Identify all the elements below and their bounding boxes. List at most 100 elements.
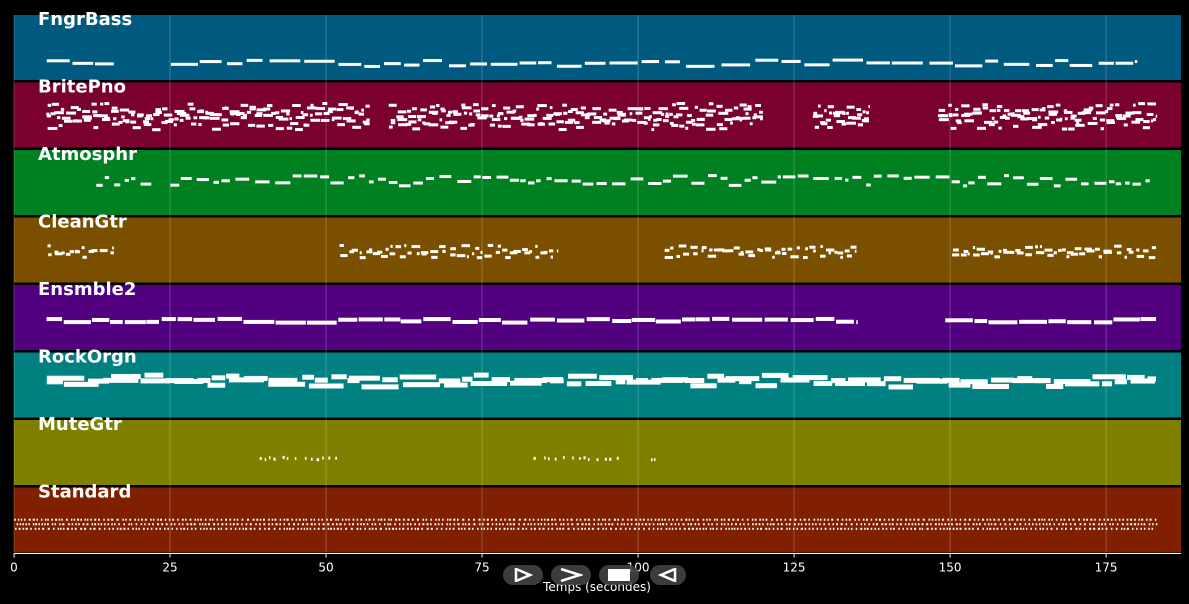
note — [820, 121, 826, 125]
note — [435, 518, 437, 521]
note — [486, 523, 489, 526]
note — [1148, 256, 1156, 260]
note — [1016, 527, 1019, 530]
note — [449, 518, 452, 521]
note — [70, 106, 79, 110]
note — [84, 527, 87, 530]
note — [297, 523, 300, 526]
note — [562, 523, 565, 526]
note — [491, 377, 511, 383]
note — [703, 523, 705, 526]
note — [968, 181, 975, 185]
note — [959, 523, 961, 526]
note — [364, 527, 366, 530]
note — [411, 518, 414, 521]
note — [948, 103, 952, 107]
note — [854, 518, 856, 521]
note — [544, 456, 546, 460]
note — [626, 379, 661, 385]
note — [1008, 518, 1010, 521]
note — [620, 523, 623, 526]
note — [960, 253, 967, 257]
note — [332, 116, 342, 120]
stop-button[interactable] — [599, 565, 639, 585]
note — [234, 527, 237, 530]
note — [1127, 374, 1145, 380]
note — [977, 126, 987, 130]
note — [635, 523, 638, 526]
note — [996, 108, 1001, 112]
note — [104, 176, 110, 180]
note — [599, 375, 633, 381]
note — [146, 114, 153, 118]
note — [1003, 250, 1012, 254]
note — [397, 118, 408, 122]
track-ensmble2 — [14, 285, 1181, 350]
note — [621, 119, 629, 123]
note — [335, 456, 338, 460]
note — [652, 523, 655, 526]
note — [1058, 523, 1060, 526]
note — [479, 523, 481, 526]
note — [954, 64, 983, 68]
note — [1109, 103, 1114, 107]
note — [860, 523, 863, 526]
play-button[interactable] — [503, 565, 543, 585]
note — [972, 383, 1010, 389]
note — [656, 118, 662, 122]
note — [1035, 251, 1045, 255]
note — [921, 527, 924, 530]
note — [751, 518, 754, 521]
note — [788, 523, 791, 526]
note — [939, 527, 942, 530]
note — [695, 317, 710, 322]
note — [835, 319, 854, 324]
note — [222, 123, 229, 127]
note — [893, 527, 895, 530]
note — [1065, 527, 1067, 530]
note — [457, 179, 472, 183]
note — [720, 527, 722, 530]
note — [672, 174, 688, 178]
note — [921, 523, 924, 526]
note — [857, 123, 864, 127]
note — [732, 518, 735, 521]
note — [1079, 523, 1082, 526]
note — [356, 518, 359, 521]
note — [452, 527, 455, 530]
note — [481, 107, 489, 111]
note — [129, 518, 132, 521]
note — [872, 523, 875, 526]
note — [617, 113, 626, 117]
note — [461, 103, 466, 107]
note-group — [46, 316, 1157, 325]
note — [28, 523, 30, 526]
note — [533, 113, 537, 117]
note — [877, 527, 880, 530]
note — [269, 456, 271, 460]
note — [193, 317, 215, 322]
note — [68, 523, 70, 526]
note — [747, 518, 749, 521]
note — [375, 527, 377, 530]
note — [132, 126, 141, 130]
note — [756, 527, 759, 530]
note — [229, 111, 238, 115]
note — [1087, 121, 1098, 125]
note — [1042, 106, 1046, 110]
note — [135, 527, 138, 530]
note — [1068, 127, 1075, 131]
note — [948, 113, 953, 117]
note — [185, 518, 187, 521]
note — [698, 523, 700, 526]
note — [1115, 61, 1134, 65]
note — [221, 523, 224, 526]
note — [304, 123, 310, 127]
note — [150, 518, 152, 521]
note — [181, 518, 184, 521]
note — [1140, 527, 1142, 530]
note — [388, 181, 398, 185]
note — [279, 527, 281, 530]
forward-button[interactable] — [551, 565, 591, 585]
rewind-button[interactable] — [650, 565, 686, 585]
